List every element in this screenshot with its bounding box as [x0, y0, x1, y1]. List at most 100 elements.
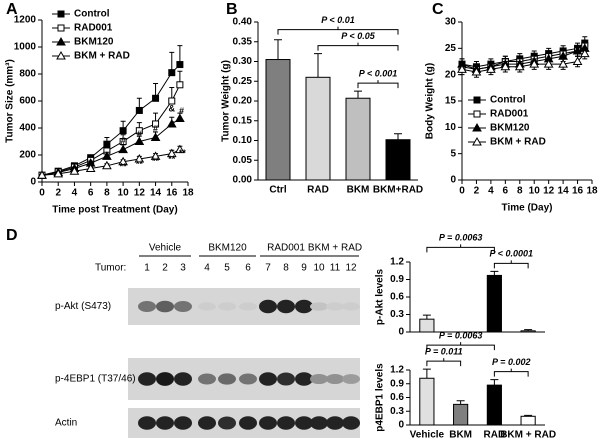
legend-label: BKM + RAD — [490, 137, 546, 148]
y-tick-label: 800 — [19, 69, 36, 80]
series-line — [461, 42, 586, 68]
y-tick-label: 1.2 — [390, 365, 404, 376]
marker — [175, 144, 185, 154]
blot-band — [277, 372, 295, 386]
bar — [305, 76, 331, 181]
y-tick-label: 1000 — [14, 42, 37, 53]
lane-label: 4 — [204, 263, 210, 274]
x-tick-label: 8 — [104, 188, 110, 199]
series-line — [41, 84, 181, 176]
marker — [473, 110, 481, 118]
bar — [520, 330, 536, 333]
marker — [56, 36, 66, 46]
y-tick-label: 30 — [445, 17, 457, 28]
marker — [579, 48, 590, 58]
x-tick-label: 6 — [503, 186, 509, 197]
marker — [152, 120, 160, 128]
bracket — [426, 244, 495, 253]
blot-band — [218, 416, 236, 430]
group-label: BKM + RAD — [308, 243, 362, 254]
x-tick-label: 0 — [459, 186, 465, 197]
y-tick-label: 0.9 — [390, 274, 404, 285]
bar — [453, 403, 469, 426]
group-label: BKM120 — [208, 243, 247, 254]
x-tick-label: RAD — [484, 430, 506, 441]
blot-band — [239, 416, 257, 430]
blot-band — [156, 300, 174, 313]
marker — [558, 59, 568, 68]
marker — [472, 136, 482, 146]
marker — [85, 163, 96, 172]
blot-band — [174, 416, 192, 430]
x-tick-label: 2 — [474, 186, 480, 197]
marker — [150, 151, 161, 160]
x-axis-label: Time post Treatment (Day) — [52, 205, 177, 216]
blot-band — [259, 372, 277, 386]
x-tick-label: 14 — [558, 186, 570, 197]
marker — [150, 132, 161, 141]
blot-row-label: Actin — [55, 418, 77, 429]
lane-label: 9 — [301, 263, 307, 274]
x-tick-label: 2 — [55, 188, 61, 199]
marker — [529, 59, 540, 68]
group-label: RAD001 — [267, 243, 305, 254]
lane-label: 3 — [180, 263, 186, 274]
bar — [385, 139, 411, 181]
y-tick-label: 0.25 — [233, 76, 253, 87]
p-value: P < 0.05 — [341, 31, 375, 41]
marker — [135, 106, 143, 114]
marker — [135, 127, 143, 135]
y-tick-label: 0.9 — [390, 378, 404, 389]
p-value: P = 0.0063 — [439, 330, 482, 340]
lane-label: 11 — [330, 263, 341, 274]
annotation: ** — [168, 154, 176, 164]
panel-label: C — [432, 1, 444, 18]
y-tick-label: 0.05 — [233, 155, 253, 166]
blot-band — [156, 372, 174, 386]
blot-band — [277, 299, 295, 314]
bar — [520, 415, 536, 426]
marker — [457, 64, 467, 73]
marker — [152, 94, 160, 102]
marker — [175, 113, 185, 123]
y-tick-label: 0.00 — [233, 175, 253, 186]
marker — [166, 118, 177, 128]
p-value: P < 0.001 — [359, 69, 397, 79]
bar — [419, 318, 435, 333]
blot-band — [295, 416, 313, 430]
blot-band — [295, 372, 313, 386]
y-tick-label: 0.6 — [390, 392, 404, 403]
panel-label: D — [6, 227, 18, 244]
blot-band — [239, 302, 257, 311]
x-tick-label: 18 — [586, 186, 598, 197]
marker — [102, 160, 112, 170]
blot-band — [239, 373, 257, 385]
error-bar — [354, 90, 362, 99]
y-axis-label: Tumor Size (mm³) — [5, 59, 16, 143]
bracket — [493, 260, 529, 269]
blot-band — [342, 302, 360, 311]
legend-label: RAD001 — [74, 23, 113, 34]
lane-label: 8 — [283, 263, 289, 274]
panel-label: B — [226, 1, 238, 18]
x-axis-label: Time (Day) — [502, 203, 553, 214]
x-tick-label: 8 — [517, 186, 523, 197]
x-tick-label: 16 — [572, 186, 584, 197]
lane-label: 1 — [144, 263, 150, 274]
error-bar — [456, 400, 465, 405]
annotation: # — [137, 129, 142, 139]
blot-band — [138, 372, 156, 386]
series-line — [41, 118, 181, 176]
blot-row-label: p-4EBP1 (T37/46) — [55, 374, 136, 385]
x-tick-label: BKM + RAD — [500, 430, 556, 441]
y-axis-label: Body Weight (g) — [425, 63, 436, 139]
p-value: P = 0.0063 — [439, 233, 482, 243]
legend-label: RAD001 — [490, 109, 529, 120]
series-line — [41, 64, 181, 176]
blot-band — [342, 416, 360, 430]
series-line — [461, 53, 586, 73]
bracket — [493, 368, 529, 377]
y-tick-label: 25 — [445, 43, 457, 54]
marker — [166, 148, 177, 158]
